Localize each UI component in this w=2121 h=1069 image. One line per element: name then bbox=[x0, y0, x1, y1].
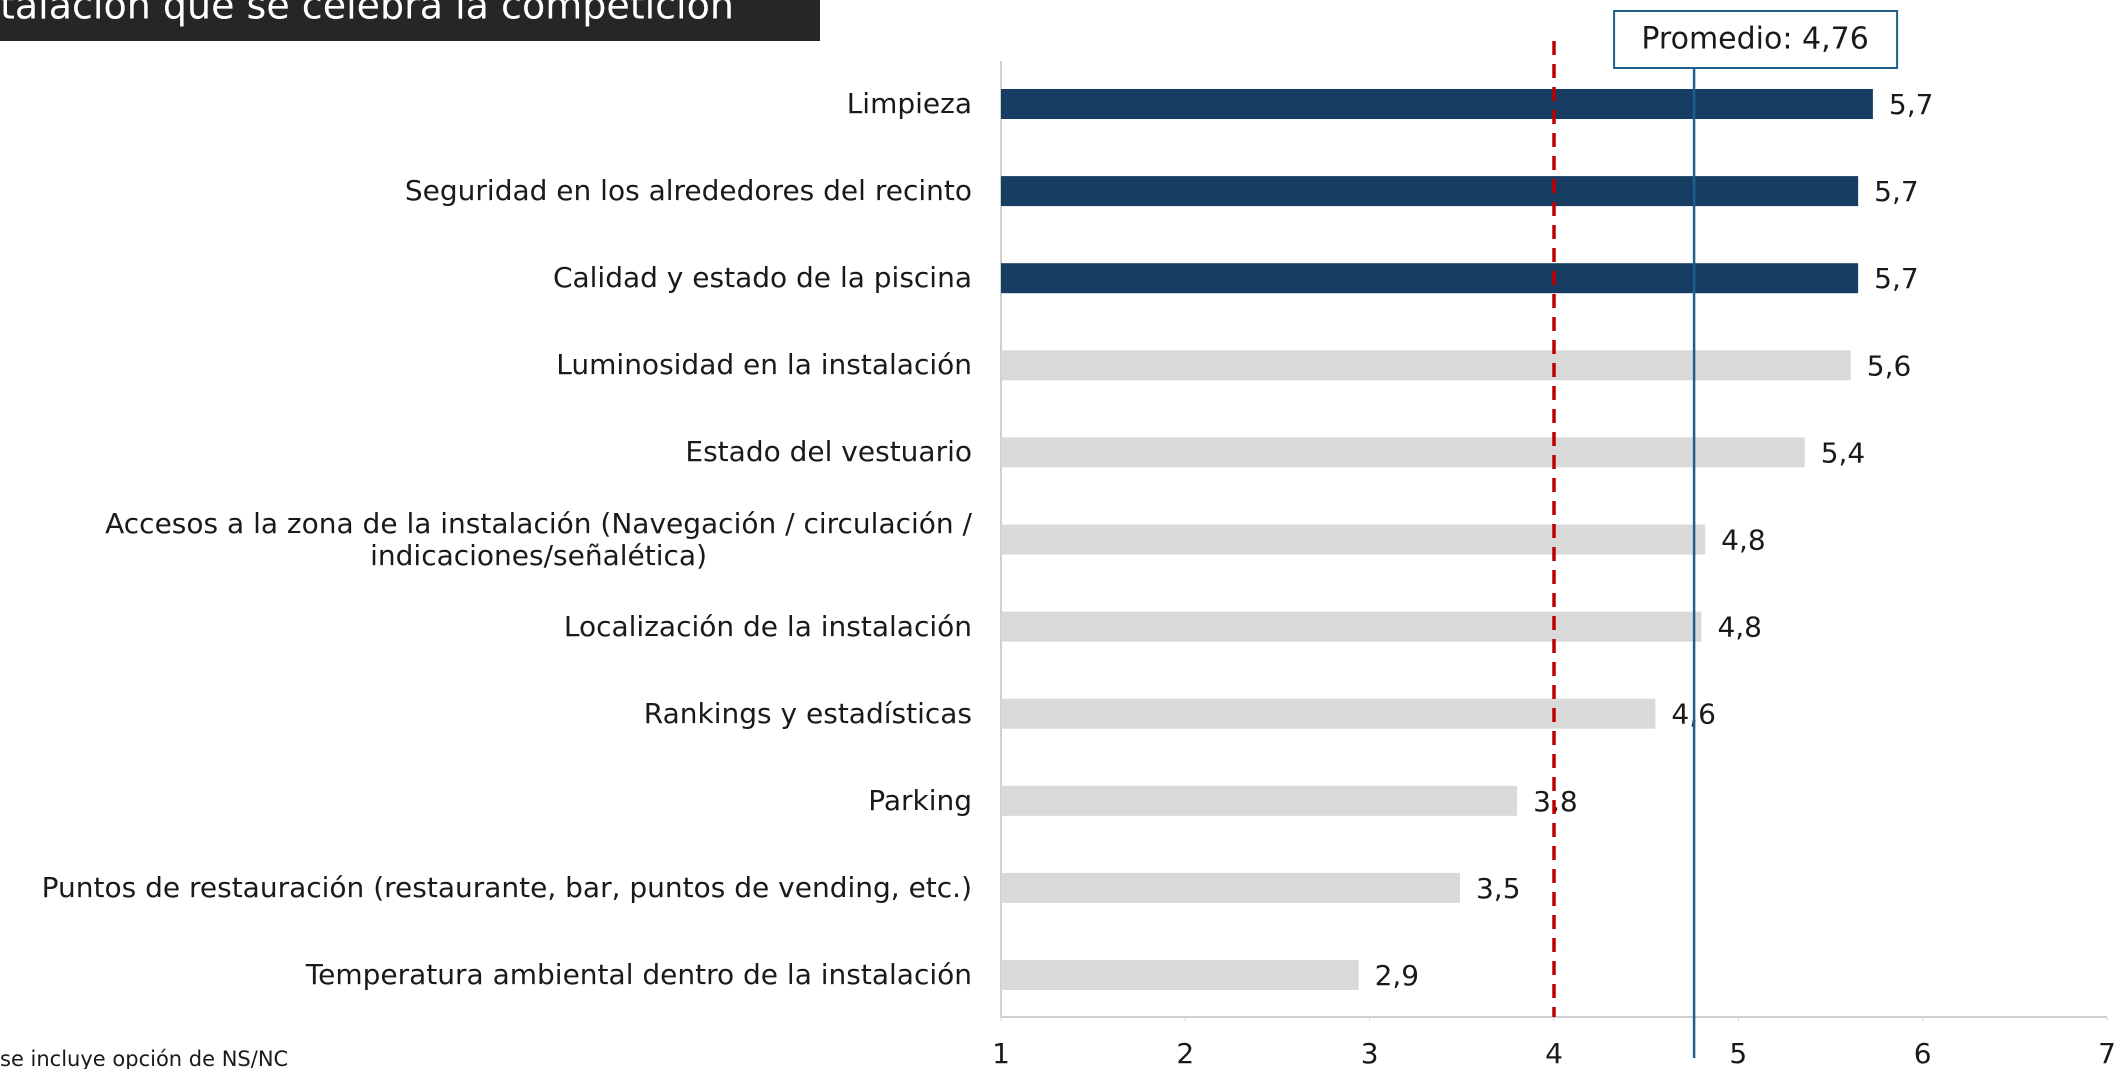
value-label: 2,9 bbox=[1375, 959, 1420, 992]
category-label: Parking bbox=[868, 783, 972, 817]
value-label: 5,4 bbox=[1821, 436, 1866, 469]
x-tick-label: 1 bbox=[992, 1037, 1010, 1069]
value-label: 4,8 bbox=[1721, 524, 1766, 557]
chart-title: talación que se celebra la competición bbox=[0, 0, 734, 28]
bar bbox=[1001, 176, 1859, 207]
bar bbox=[1001, 437, 1805, 468]
title-box bbox=[0, 0, 820, 41]
value-label: 4,8 bbox=[1717, 611, 1762, 644]
x-tick-label: 4 bbox=[1545, 1037, 1563, 1069]
category-label: Seguridad en los alrededores del recinto bbox=[404, 174, 972, 207]
average-box bbox=[1613, 10, 1899, 69]
category-label: Limpieza bbox=[846, 86, 972, 120]
x-tick-label: 6 bbox=[1914, 1037, 1932, 1069]
bar bbox=[1001, 350, 1851, 381]
category-label: Luminosidad en la instalación bbox=[556, 348, 972, 382]
category-label: Rankings y estadísticas bbox=[643, 696, 972, 730]
bar bbox=[1001, 872, 1460, 903]
value-label: 5,7 bbox=[1874, 175, 1919, 208]
bar bbox=[1001, 89, 1873, 119]
x-tick-label: 5 bbox=[1729, 1037, 1747, 1069]
average-label: Promedio: 4,76 bbox=[1641, 22, 1868, 57]
bar bbox=[1001, 785, 1518, 816]
category-label: Accesos a la zona de la instalación (Nav… bbox=[105, 506, 972, 572]
bar bbox=[1001, 611, 1702, 642]
x-tick-label: 2 bbox=[1176, 1037, 1194, 1069]
value-label: 5,7 bbox=[1889, 88, 1934, 121]
footnote: se incluye opción de NS/NC bbox=[0, 1047, 288, 1069]
value-label: 3,5 bbox=[1476, 872, 1521, 905]
bar bbox=[1001, 263, 1859, 294]
bar bbox=[1001, 524, 1706, 555]
category-label: Puntos de restauración (restaurante, bar… bbox=[41, 870, 972, 904]
category-label: Calidad y estado de la piscina bbox=[552, 261, 972, 295]
value-label: 5,6 bbox=[1867, 349, 1912, 382]
category-label: Temperatura ambiental dentro de la insta… bbox=[305, 957, 972, 991]
x-tick-label: 7 bbox=[2098, 1037, 2116, 1069]
category-label: Estado del vestuario bbox=[685, 435, 972, 469]
bar bbox=[1001, 698, 1656, 729]
bar bbox=[1001, 960, 1359, 990]
category-label: Localización de la instalación bbox=[563, 609, 972, 643]
value-label: 5,7 bbox=[1874, 262, 1919, 295]
x-tick-label: 3 bbox=[1361, 1037, 1379, 1069]
